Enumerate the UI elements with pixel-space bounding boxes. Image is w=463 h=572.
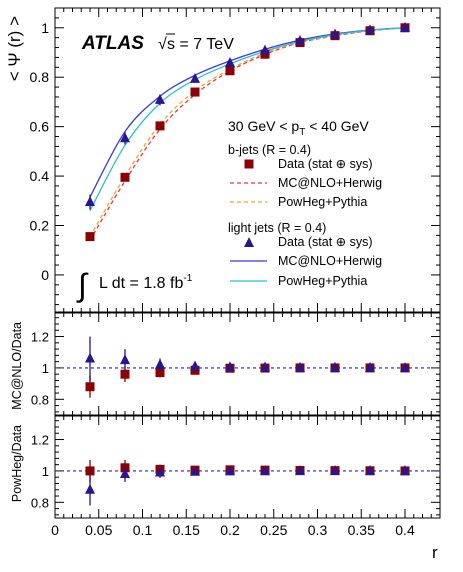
data-point-triangle <box>260 465 270 476</box>
data-point-triangle <box>400 465 410 475</box>
data-point-triangle <box>400 21 410 32</box>
data-point-triangle <box>225 361 235 372</box>
data-point-triangle <box>155 94 165 104</box>
y-tick-label: 0.8 <box>31 392 49 407</box>
data-point-triangle <box>330 28 340 39</box>
sqrt-symbol: √ <box>158 36 167 53</box>
data-point-square <box>190 87 200 97</box>
data-point-triangle <box>295 465 305 476</box>
data-point-triangle <box>260 361 270 372</box>
data-point-triangle <box>190 465 200 476</box>
x-tick-label: 0.4 <box>395 522 415 538</box>
data-point-triangle <box>225 56 235 67</box>
y-tick-label: 1 <box>42 464 49 479</box>
x-tick-label: 0.05 <box>85 522 112 538</box>
data-point-triangle <box>85 352 95 363</box>
data-point-square <box>244 159 254 169</box>
data-point-triangle <box>120 132 130 143</box>
main-y-axis-label: < Ψ (r) > <box>5 16 24 81</box>
data-point-triangle <box>295 361 305 372</box>
legend-label: PowHeg+Pythia <box>278 195 367 209</box>
legend-entry: Data (stat ⊕ sys) <box>244 235 373 249</box>
y-tick-label: 1.2 <box>31 330 49 345</box>
atlas-label: ATLAS <box>81 33 144 54</box>
data-point-square <box>225 66 235 76</box>
legend-entry: MC@NLO+Herwig <box>230 176 382 190</box>
legend-header-bjets: b-jets (R = 0.4) <box>228 143 311 157</box>
legend-entry: PowHeg+Pythia <box>230 274 367 288</box>
data-point-square <box>85 382 95 392</box>
y-tick-label: 0.6 <box>30 119 50 135</box>
data-point-square <box>85 466 95 476</box>
data-point-triangle <box>400 362 410 372</box>
y-tick-label: 1.2 <box>31 433 49 448</box>
legend-label: Data (stat ⊕ sys) <box>278 157 373 171</box>
y-tick-label: 0 <box>41 267 49 283</box>
y-tick-label: 0.2 <box>30 217 50 233</box>
x-axis-label: r <box>432 543 438 562</box>
y-tick-label: 1 <box>41 20 49 36</box>
y-tick-label: 0.8 <box>30 69 50 85</box>
legend: b-jets (R = 0.4) Data (stat ⊕ sys) MC@NLO… <box>228 143 382 288</box>
data-point-triangle <box>365 361 375 372</box>
legend-header-lightjets: light jets (R = 0.4) <box>228 221 326 235</box>
data-point-triangle <box>155 466 165 477</box>
data-point-triangle <box>120 468 130 479</box>
data-point-triangle <box>85 196 95 207</box>
x-tick-label: 0.25 <box>260 522 287 538</box>
ratio1-plot-frame <box>54 312 441 416</box>
data-point-triangle <box>190 73 200 83</box>
x-tick-label: 0.15 <box>173 522 200 538</box>
y-tick-label: 0.4 <box>30 168 50 184</box>
legend-label: MC@NLO+Herwig <box>278 176 382 190</box>
legend-entry: PowHeg+Pythia <box>230 195 367 209</box>
data-point-triangle <box>244 237 254 247</box>
data-point-triangle <box>365 465 375 475</box>
y-tick-label: 1 <box>42 361 49 376</box>
legend-entry: Data (stat ⊕ sys) <box>244 157 373 171</box>
data-point-triangle <box>260 44 270 55</box>
data-point-triangle <box>85 483 95 494</box>
data-point-triangle <box>330 465 340 475</box>
data-point-square <box>120 369 130 379</box>
kinematic-cut-label: 30 GeV < pT < 40 GeV <box>228 118 369 138</box>
y-tick-label: 0.8 <box>31 495 49 510</box>
data-point-square <box>120 172 130 182</box>
luminosity-label: L dt = 1.8 fb-1 <box>99 273 193 292</box>
data-point-triangle <box>365 24 375 35</box>
data-point-square <box>155 368 165 378</box>
x-tick-label: 0.2 <box>220 522 240 538</box>
mc-curve-dashed <box>89 27 406 241</box>
legend-label: Data (stat ⊕ sys) <box>278 235 373 249</box>
integral-sign: ∫ <box>76 267 89 303</box>
data-point-square <box>155 121 165 131</box>
energy-label: s = 7 TeV <box>167 36 234 53</box>
x-tick-label: 0 <box>51 522 59 538</box>
ratio2-plot-frame <box>54 415 441 519</box>
data-point-triangle <box>295 34 305 45</box>
legend-entry: MC@NLO+Herwig <box>230 254 382 268</box>
x-tick-label: 0.35 <box>348 522 375 538</box>
x-tick-label: 0.3 <box>308 522 328 538</box>
data-point-triangle <box>225 465 235 476</box>
data-point-square <box>85 232 95 242</box>
ratio2-y-axis-label: PowHeg/Data <box>10 425 24 502</box>
data-point-triangle <box>120 354 130 365</box>
x-tick-label: 0.1 <box>133 522 153 538</box>
data-point-triangle <box>155 358 165 369</box>
ratio1-y-axis-label: MC@NLO/Data <box>10 322 24 410</box>
mc-curve-solid <box>89 27 406 211</box>
legend-label: PowHeg+Pythia <box>278 274 367 288</box>
data-point-triangle <box>190 360 200 371</box>
legend-label: MC@NLO+Herwig <box>278 254 382 268</box>
data-point-triangle <box>330 361 340 372</box>
